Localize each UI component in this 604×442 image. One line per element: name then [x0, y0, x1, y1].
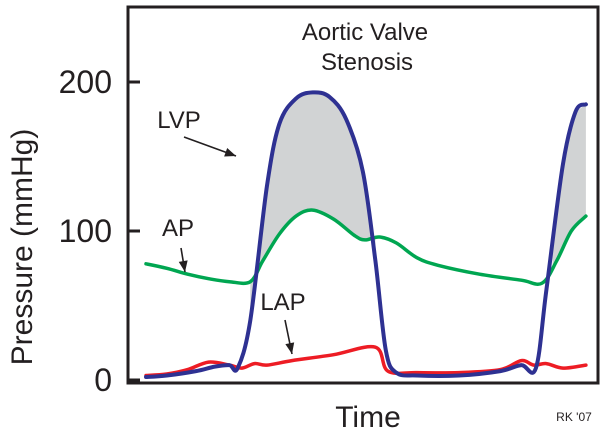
annotation-arrowhead [285, 342, 295, 354]
y-tick-label: 100 [59, 213, 112, 249]
chart-title-line: Stenosis [321, 49, 413, 76]
x-axis-label: Time [335, 401, 401, 434]
y-axis-label: Pressure (mmHg) [6, 129, 39, 366]
annotation-label-lvp: LVP [157, 107, 201, 134]
systolic-gradient-fill [250, 92, 376, 321]
annotation-arrowhead [178, 260, 188, 272]
series-line-ap [144, 208, 588, 286]
annotation-label-ap: AP [162, 215, 194, 242]
series-line-lvp [144, 90, 588, 379]
systolic-gradient-fill [552, 104, 586, 268]
y-tick-label: 200 [59, 64, 112, 100]
annotation-label-lap: LAP [260, 289, 305, 316]
credit-text: RK '07 [556, 410, 592, 424]
y-tick-label: 0 [94, 362, 112, 398]
chart-title-line: Aortic Valve [302, 19, 428, 46]
series-line-lap [144, 344, 588, 378]
annotation-arrowhead [224, 147, 236, 157]
